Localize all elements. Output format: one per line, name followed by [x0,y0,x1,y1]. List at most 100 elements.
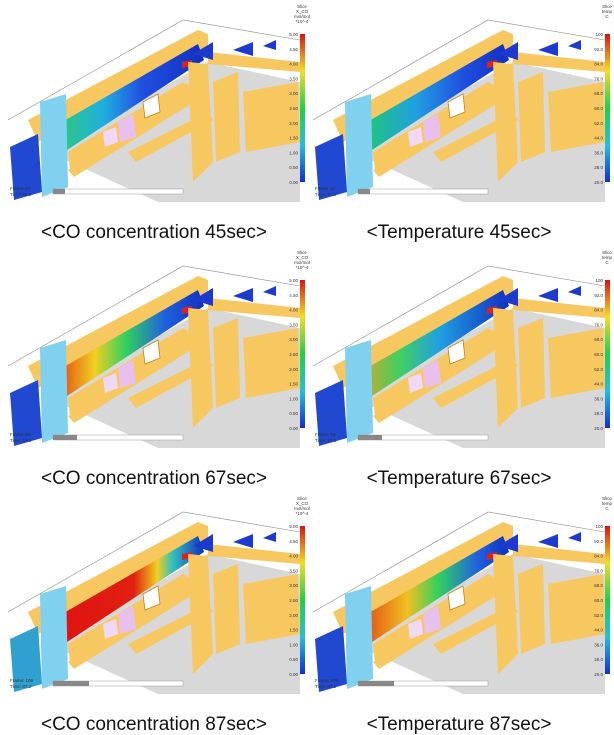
colorbar-label: 4.00 [289,308,298,313]
colorbar-label: 0.00 [289,672,298,677]
vent [263,40,276,50]
colorbar-label: 4.00 [289,62,298,67]
colorbar-label: 0.50 [289,411,298,416]
colorbar-label: 2.50 [289,598,298,603]
colorbar-label: 60.0 [594,598,603,603]
time-label: Time: 67.2 [10,438,32,443]
figure: SliceX_COmol/mol*10^-45.004.504.003.503.… [0,0,614,735]
colorbar-label: 28.0 [594,657,603,662]
colorbar-label: 52.0 [594,367,603,372]
wall [518,564,545,654]
colorbar-label: 36.0 [594,642,603,647]
colorbar-label: 2.00 [289,613,298,618]
colorbar-label: 92.0 [594,293,603,298]
colorbar-title: C [605,14,609,19]
caption: <Temperature 67sec> [367,468,552,489]
colorbar-label: 2.00 [289,367,298,372]
wall [518,72,545,162]
caption: <Temperature 87sec> [367,714,552,735]
colorbar-label: 60.0 [594,106,603,111]
panel: SliceX_COmol/mol*10^-45.004.504.003.503.… [8,250,310,448]
vent [263,286,276,296]
time-label: Time: 45.0 [10,192,32,197]
vent [568,286,581,296]
frame-label: Frame: 67 [10,186,31,191]
colorbar-label: 84.0 [594,62,603,67]
frame-label: Frame: 84 [10,432,31,437]
glass-wall [345,340,373,443]
colorbar-label: 2.50 [289,106,298,111]
colorbar-label: 3.00 [289,91,298,96]
colorbar [605,34,610,182]
colorbar [605,280,610,428]
colorbar-label: 36.0 [594,396,603,401]
panel: SlicetempC10092.084.076.068.060.052.044.… [313,250,612,448]
progress-fill [53,189,65,194]
time-label: Time: 87.2 [10,684,32,689]
panel: SlicetempC10092.084.076.068.060.052.044.… [313,496,612,694]
progress-fill [53,435,77,440]
caption: <CO concentration 87sec> [41,714,267,735]
colorbar-label: 1.00 [289,396,298,401]
colorbar-label: 1.50 [289,382,298,387]
time-label: Time: 45.0 [315,192,337,197]
colorbar-title: *10^-4 [296,265,309,270]
colorbar [300,280,305,428]
colorbar-label: 28.0 [594,411,603,416]
colorbar-label: 0.50 [289,657,298,662]
vent [538,42,558,56]
glass-wall [40,340,68,443]
colorbar-label: 3.00 [289,583,298,588]
glass-wall [40,94,68,197]
colorbar-label: 0.00 [289,426,298,431]
colorbar-label: 1.50 [289,628,298,633]
vent [538,288,558,302]
glass-wall [345,586,373,689]
panel: SliceX_COmol/mol*10^-45.004.504.003.503.… [8,496,310,694]
glass-wall [345,94,373,197]
panel: SlicetempC10092.084.076.068.060.052.044.… [313,4,612,202]
colorbar-label: 20.0 [594,180,603,185]
colorbar-label: 4.50 [289,47,298,52]
colorbar [300,34,305,182]
colorbar-label: 4.00 [289,554,298,559]
colorbar-label: 4.50 [289,293,298,298]
colorbar-label: 68.0 [594,337,603,342]
wall [213,72,240,162]
progress-bar [358,189,488,194]
colorbar [605,526,610,674]
vent [263,532,276,542]
progress-fill [358,681,394,686]
colorbar-label: 36.0 [594,150,603,155]
colorbar-label: 20.0 [594,672,603,677]
colorbar-label: 84.0 [594,554,603,559]
colorbar-label: 76.0 [594,76,603,81]
vent [233,288,253,302]
colorbar-label: 92.0 [594,539,603,544]
caption: <CO concentration 45sec> [41,222,267,243]
wall [213,318,240,408]
vent [233,534,253,548]
colorbar-title: *10^-4 [296,511,309,516]
colorbar-label: 1.00 [289,150,298,155]
vent [568,532,581,542]
colorbar-label: 76.0 [594,322,603,327]
frame-label: Frame: 84 [315,432,336,437]
wall [213,564,240,654]
vent [233,42,253,56]
colorbar-label: 2.50 [289,352,298,357]
colorbar-label: 0.50 [289,165,298,170]
glass-wall [40,586,68,689]
vent [568,40,581,50]
colorbar-label: 100 [595,524,603,529]
colorbar-label: 3.50 [289,76,298,81]
colorbar-label: 5.00 [289,32,298,37]
colorbar-label: 52.0 [594,121,603,126]
colorbar-label: 44.0 [594,628,603,633]
colorbar-label: 28.0 [594,165,603,170]
colorbar-title: C [605,260,609,265]
colorbar-label: 3.50 [289,322,298,327]
colorbar-label: 92.0 [594,47,603,52]
colorbar-label: 44.0 [594,382,603,387]
time-label: Time: 67.2 [315,438,337,443]
